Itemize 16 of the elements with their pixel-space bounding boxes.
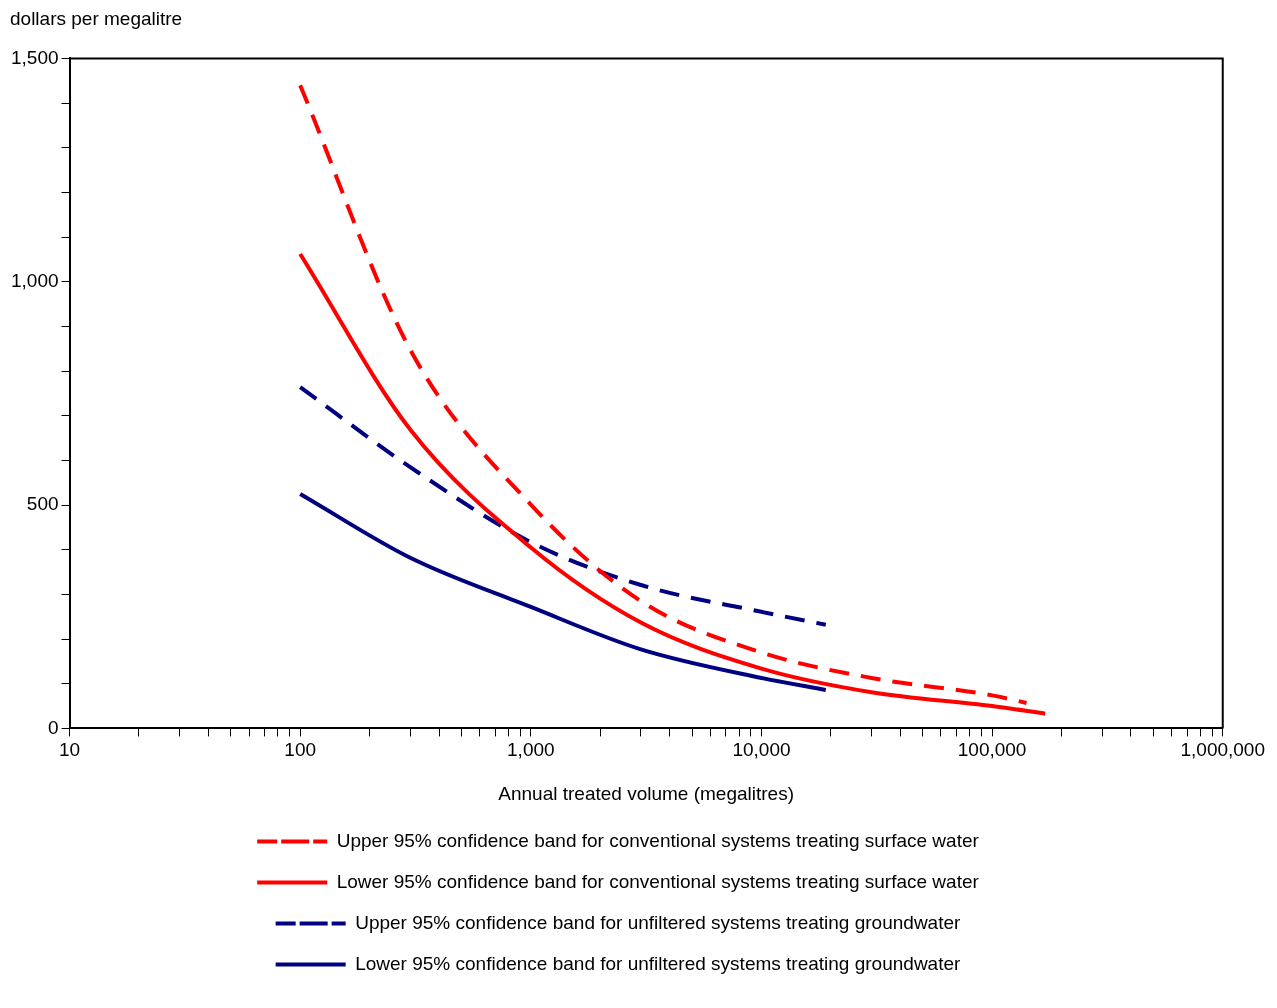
y-tick-label: 1,500 <box>11 46 59 68</box>
x-axis-title: Annual treated volume (megalitres) <box>498 782 794 804</box>
legend-label: Upper 95% confidence band for conventional systems treating surface water <box>336 829 980 851</box>
y-tick-label: 500 <box>26 493 59 515</box>
y-tick-label: 0 <box>47 716 59 738</box>
x-tick-label: 100,000 <box>957 739 1027 761</box>
x-tick-label: 10 <box>58 739 81 761</box>
y-tick-label: 1,000 <box>11 269 59 291</box>
y-axis-title: dollars per megalitre <box>10 8 184 30</box>
x-tick-label: 100 <box>284 739 317 761</box>
x-tick-label: 1,000 <box>507 739 555 761</box>
legend-label: Lower 95% confidence band for conventional systems treating surface water <box>336 870 980 892</box>
x-tick-label: 10,000 <box>732 739 791 761</box>
legend-label: Lower 95% confidence band for unfiltered systems treating groundwater <box>355 952 962 974</box>
x-tick-label: 1,000,000 <box>1180 739 1265 761</box>
legend-label: Upper 95% confidence band for unfiltered systems treating groundwater <box>355 911 962 933</box>
